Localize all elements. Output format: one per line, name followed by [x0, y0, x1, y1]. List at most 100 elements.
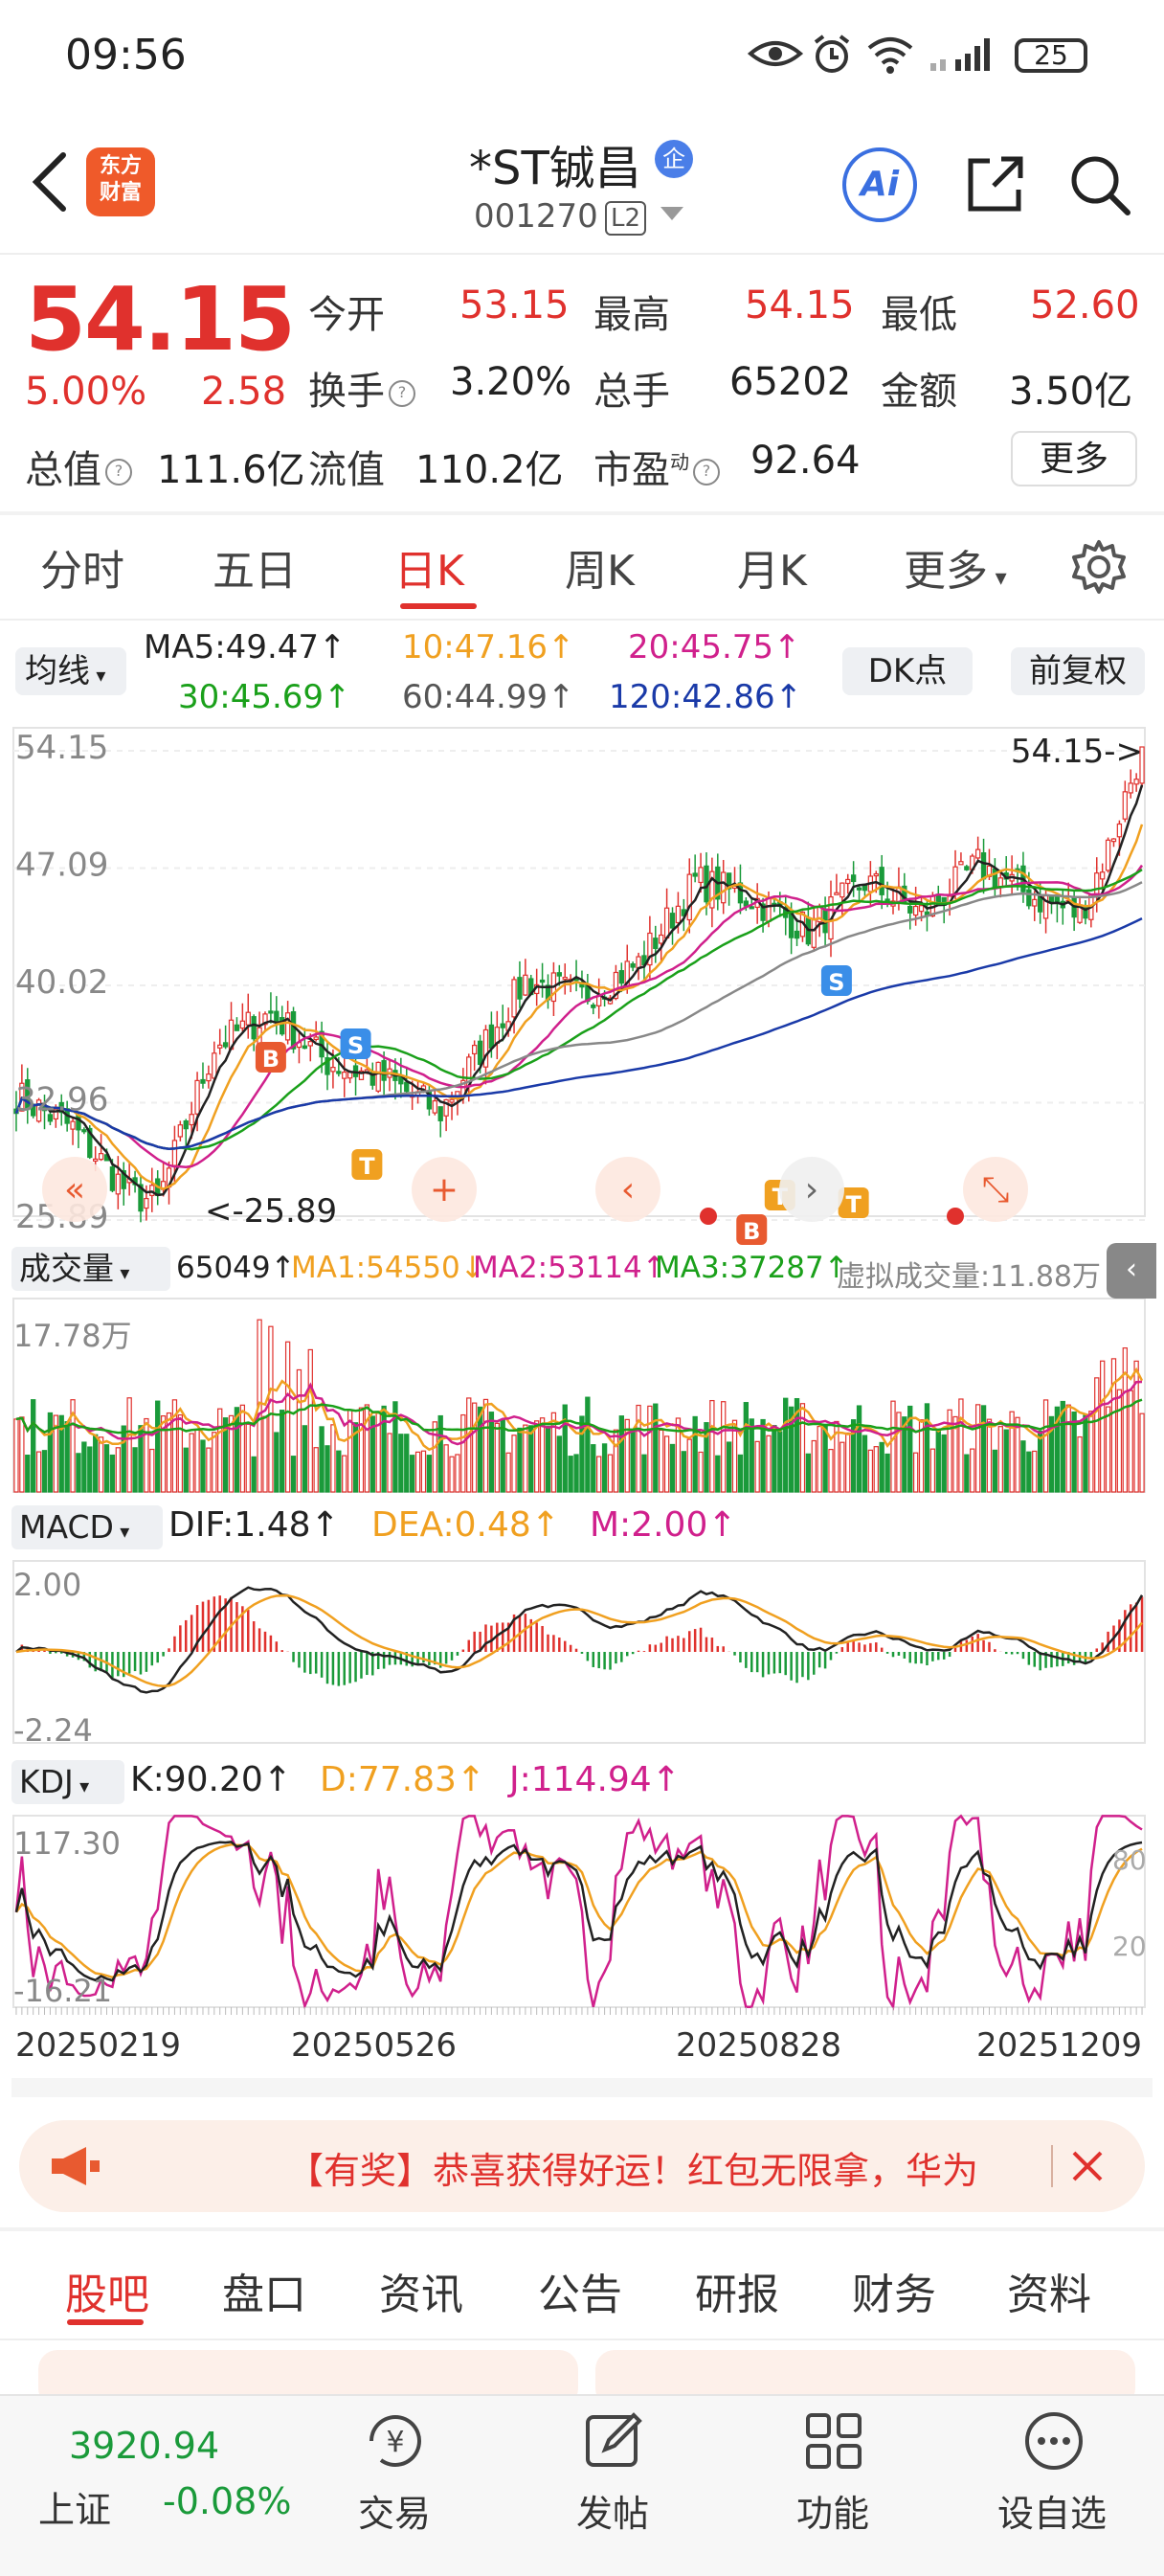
volume-bar	[325, 1445, 330, 1493]
collapse-panel-button[interactable]: ‹	[1107, 1243, 1156, 1299]
tab-announcements[interactable]: 公告	[538, 2271, 622, 2319]
tab-weekly-k[interactable]: 周K	[565, 547, 635, 596]
search-icon[interactable]	[1066, 151, 1133, 218]
promo-notice-bar[interactable]	[19, 2120, 1145, 2212]
nav-add-watchlist[interactable]: 设自选	[997, 2493, 1108, 2535]
index-change[interactable]: -0.08%	[163, 2480, 292, 2522]
candle-body	[636, 956, 641, 969]
tab-monthly-k[interactable]: 月K	[737, 547, 807, 596]
back-arrow-icon[interactable]	[19, 144, 86, 220]
candle-body	[873, 872, 879, 877]
virtual-volume: 虚拟成交量:11.88万	[837, 1260, 1101, 1294]
tabs-divider	[0, 2339, 1164, 2340]
volume-bar	[251, 1456, 257, 1493]
chevron-down-icon[interactable]	[660, 207, 683, 220]
candle-body	[1100, 871, 1106, 880]
tab-daily-k[interactable]: 日K	[394, 547, 464, 596]
info-icon[interactable]: ?	[389, 380, 415, 407]
level2-badge[interactable]: L2	[605, 201, 647, 236]
more-quote-button[interactable]: 更多	[1011, 431, 1137, 486]
candle-body	[1083, 907, 1088, 919]
edit-icon[interactable]	[580, 2407, 647, 2474]
active-tab-indicator	[400, 603, 477, 609]
volume-bar	[772, 1425, 777, 1493]
volume-bar	[902, 1416, 907, 1493]
volume-bar	[884, 1453, 890, 1493]
volume-bar	[624, 1418, 630, 1493]
volume-bar	[121, 1425, 126, 1493]
nav-functions[interactable]: 功能	[796, 2493, 870, 2535]
kline-chart[interactable]: 54.1547.0940.0232.9625.8954.15-><-25.89B…	[0, 724, 1164, 2097]
stock-name[interactable]: *ST铖昌	[469, 142, 641, 195]
candle-body	[630, 963, 636, 968]
candle-body	[647, 932, 653, 966]
nav-post[interactable]: 发帖	[576, 2493, 650, 2535]
stock-code[interactable]: 001270	[474, 197, 598, 236]
chart-control-button	[412, 1157, 477, 1222]
notice-text[interactable]: 【有奖】恭喜获得好运！红包无限拿，华为	[287, 2150, 979, 2192]
index-name[interactable]: 上证	[38, 2489, 112, 2531]
nav-trade[interactable]: 交易	[358, 2493, 432, 2535]
tab-five-day[interactable]: 五日	[213, 547, 297, 596]
volume-bar	[296, 1368, 302, 1493]
chart-control-button	[42, 1157, 107, 1222]
tab-research[interactable]: 研报	[695, 2271, 779, 2319]
volume-bar	[743, 1402, 750, 1493]
ai-assistant-button[interactable]: Ai	[842, 147, 917, 222]
adjust-mode-button[interactable]: 前复权	[1011, 647, 1145, 695]
ma60-value: 60:44.99↑	[402, 678, 575, 716]
tab-pankou[interactable]: 盘口	[222, 2271, 306, 2319]
ma-indicator-select[interactable]: 均线 ▾	[15, 647, 126, 695]
candle-body	[692, 872, 698, 877]
dea-line	[15, 1593, 1143, 1688]
macd-indicator-select[interactable]: MACD ▾	[11, 1505, 163, 1549]
date-label: 20250219	[15, 2026, 182, 2065]
volume-bar	[155, 1400, 161, 1493]
tab-profile[interactable]: 资料	[1007, 2271, 1091, 2319]
tab-intraday[interactable]: 分时	[40, 547, 124, 596]
tab-more[interactable]: 更多 ▾	[904, 547, 1007, 596]
volume-bar	[488, 1412, 495, 1493]
candle-body	[222, 1042, 229, 1048]
dk-point-button[interactable]: DK点	[842, 647, 973, 695]
volume-bar	[404, 1434, 410, 1493]
volume-bar	[1026, 1451, 1032, 1493]
candle-body	[432, 1100, 437, 1114]
volume-bar	[675, 1417, 682, 1493]
volume-bar	[432, 1421, 437, 1493]
info-icon[interactable]: ?	[105, 459, 132, 486]
volume-bar	[41, 1450, 48, 1493]
date-label: 20250828	[676, 2026, 842, 2065]
tab-finance[interactable]: 财务	[852, 2271, 936, 2319]
tab-news[interactable]: 资讯	[379, 2271, 463, 2319]
volume-bar	[313, 1447, 319, 1493]
kdj-indicator-select[interactable]: KDJ ▾	[11, 1760, 124, 1804]
close-icon[interactable]	[1068, 2147, 1107, 2185]
volume-bar	[35, 1451, 42, 1493]
ma20-line	[14, 864, 1144, 1168]
tabs-divider	[0, 619, 1164, 621]
candle-body	[618, 970, 624, 984]
volume-bar	[879, 1441, 884, 1493]
tab-guba[interactable]: 股吧	[65, 2271, 149, 2319]
candle-body	[1116, 823, 1123, 838]
trade-icon[interactable]: ¥	[362, 2407, 429, 2474]
apps-grid-icon[interactable]	[800, 2407, 867, 2474]
volume-bar	[970, 1448, 975, 1493]
index-value[interactable]: 3920.94	[69, 2425, 220, 2467]
gear-icon[interactable]	[1070, 538, 1128, 596]
chart-control-glyph: ⤡	[982, 1170, 1010, 1209]
volume-bar	[160, 1415, 167, 1493]
candle-body	[760, 903, 766, 921]
candle-body	[1105, 839, 1111, 871]
candle-body	[268, 1010, 274, 1014]
more-dots-icon[interactable]	[1020, 2407, 1087, 2474]
price-axis-label: 54.15	[15, 729, 108, 767]
share-icon[interactable]	[961, 151, 1028, 218]
candle-body	[35, 1099, 42, 1122]
volume-indicator-select[interactable]: 成交量 ▾	[11, 1247, 170, 1291]
info-icon[interactable]: ?	[693, 459, 720, 486]
volume-bar	[47, 1412, 54, 1493]
candle-body	[262, 1013, 268, 1026]
volume-bar	[64, 1421, 70, 1493]
